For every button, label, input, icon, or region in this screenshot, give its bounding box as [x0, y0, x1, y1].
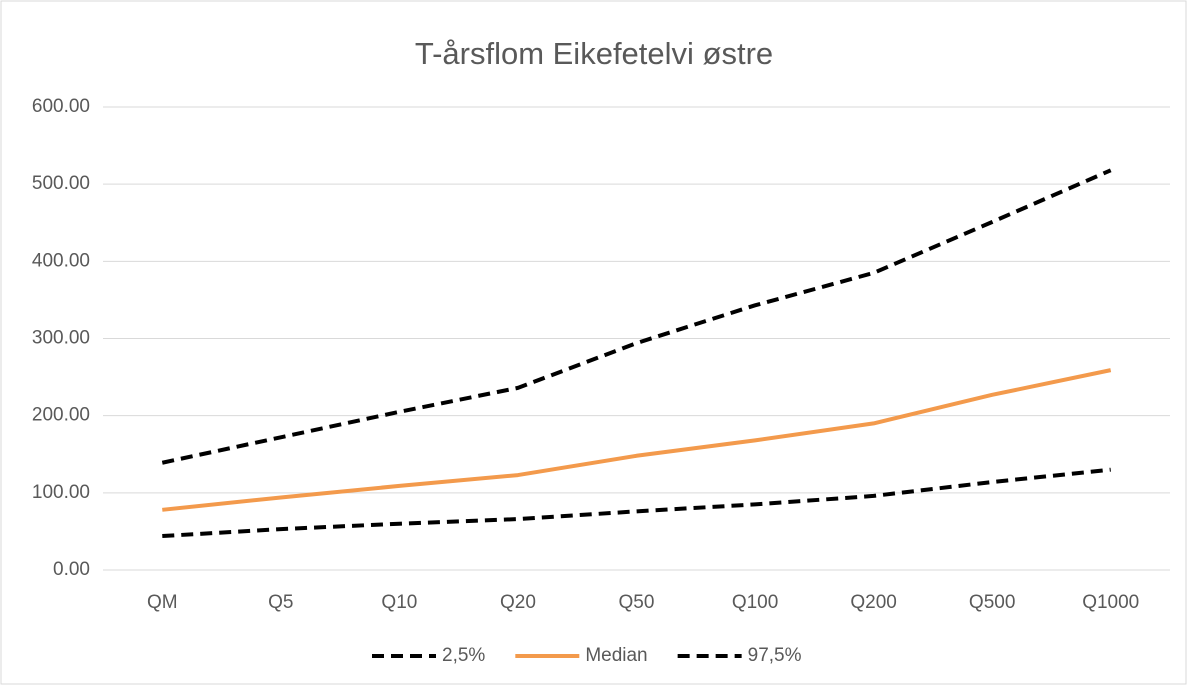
legend-label: 97,5%	[748, 645, 802, 666]
y-tick-label: 600.00	[32, 96, 90, 117]
x-tick-label: QM	[147, 592, 178, 613]
x-tick-label: Q50	[619, 592, 655, 613]
series-line	[162, 467, 1111, 539]
y-tick-label: 400.00	[32, 250, 90, 271]
series-line	[162, 368, 1112, 512]
x-tick-label: Q500	[969, 592, 1015, 613]
chart-title: T-årsflom Eikefetelvi østre	[415, 36, 773, 71]
y-tick-label: 300.00	[32, 328, 90, 349]
x-tick-label: Q10	[381, 592, 417, 613]
x-tick-label: Q20	[500, 592, 536, 613]
x-tick-label: Q100	[732, 592, 778, 613]
x-tick-label: Q1000	[1082, 592, 1139, 613]
x-tick-label: Q200	[850, 592, 896, 613]
y-tick-label: 100.00	[32, 482, 90, 503]
series-line	[161, 168, 1112, 465]
y-tick-label: 200.00	[32, 405, 90, 426]
legend-label: 2,5%	[442, 645, 485, 666]
y-tick-label: 0.00	[53, 559, 90, 580]
y-tick-label: 500.00	[32, 173, 90, 194]
legend-label: Median	[585, 645, 647, 666]
x-tick-label: Q5	[268, 592, 293, 613]
